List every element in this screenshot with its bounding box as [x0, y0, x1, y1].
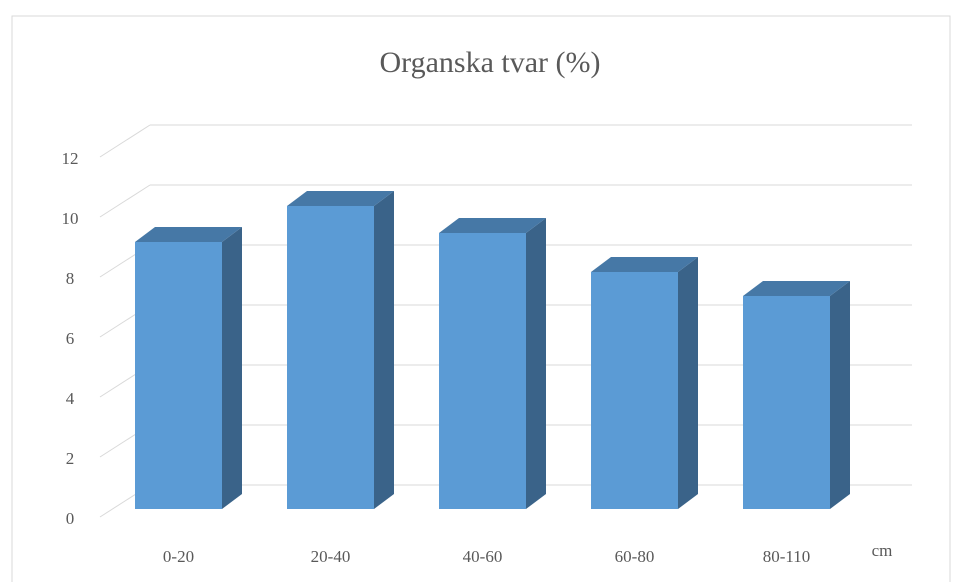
y-tick-label: 8	[66, 269, 75, 288]
bar-top	[439, 218, 546, 233]
bar	[135, 242, 222, 509]
y-tick-label: 10	[62, 209, 79, 228]
bar-top	[135, 227, 242, 242]
chart-title: Organska tvar (%)	[379, 46, 600, 79]
y-tick-label: 0	[66, 509, 75, 528]
grid-line-side	[99, 124, 151, 158]
bar-side	[830, 281, 850, 509]
bar-top	[591, 257, 698, 272]
grid-line-side	[99, 184, 151, 218]
x-tick-label: 0-20	[163, 547, 194, 566]
x-tick-label: 80-110	[763, 547, 811, 566]
bar	[287, 206, 374, 509]
bar	[439, 233, 526, 509]
y-tick-label: 12	[62, 149, 79, 168]
bar	[743, 296, 830, 509]
bar-top	[743, 281, 850, 296]
x-tick-label: 60-80	[615, 547, 655, 566]
bar-side	[526, 218, 546, 509]
y-tick-label: 6	[66, 329, 75, 348]
x-tick-label: 20-40	[311, 547, 351, 566]
y-tick-label: 4	[66, 389, 75, 408]
x-axis-label: cm	[872, 541, 893, 560]
bar-top	[287, 191, 394, 206]
bar-side	[678, 257, 698, 509]
bar	[591, 272, 678, 509]
bar-side	[222, 227, 242, 509]
bar-side	[374, 191, 394, 509]
y-tick-label: 2	[66, 449, 75, 468]
x-tick-label: 40-60	[463, 547, 503, 566]
